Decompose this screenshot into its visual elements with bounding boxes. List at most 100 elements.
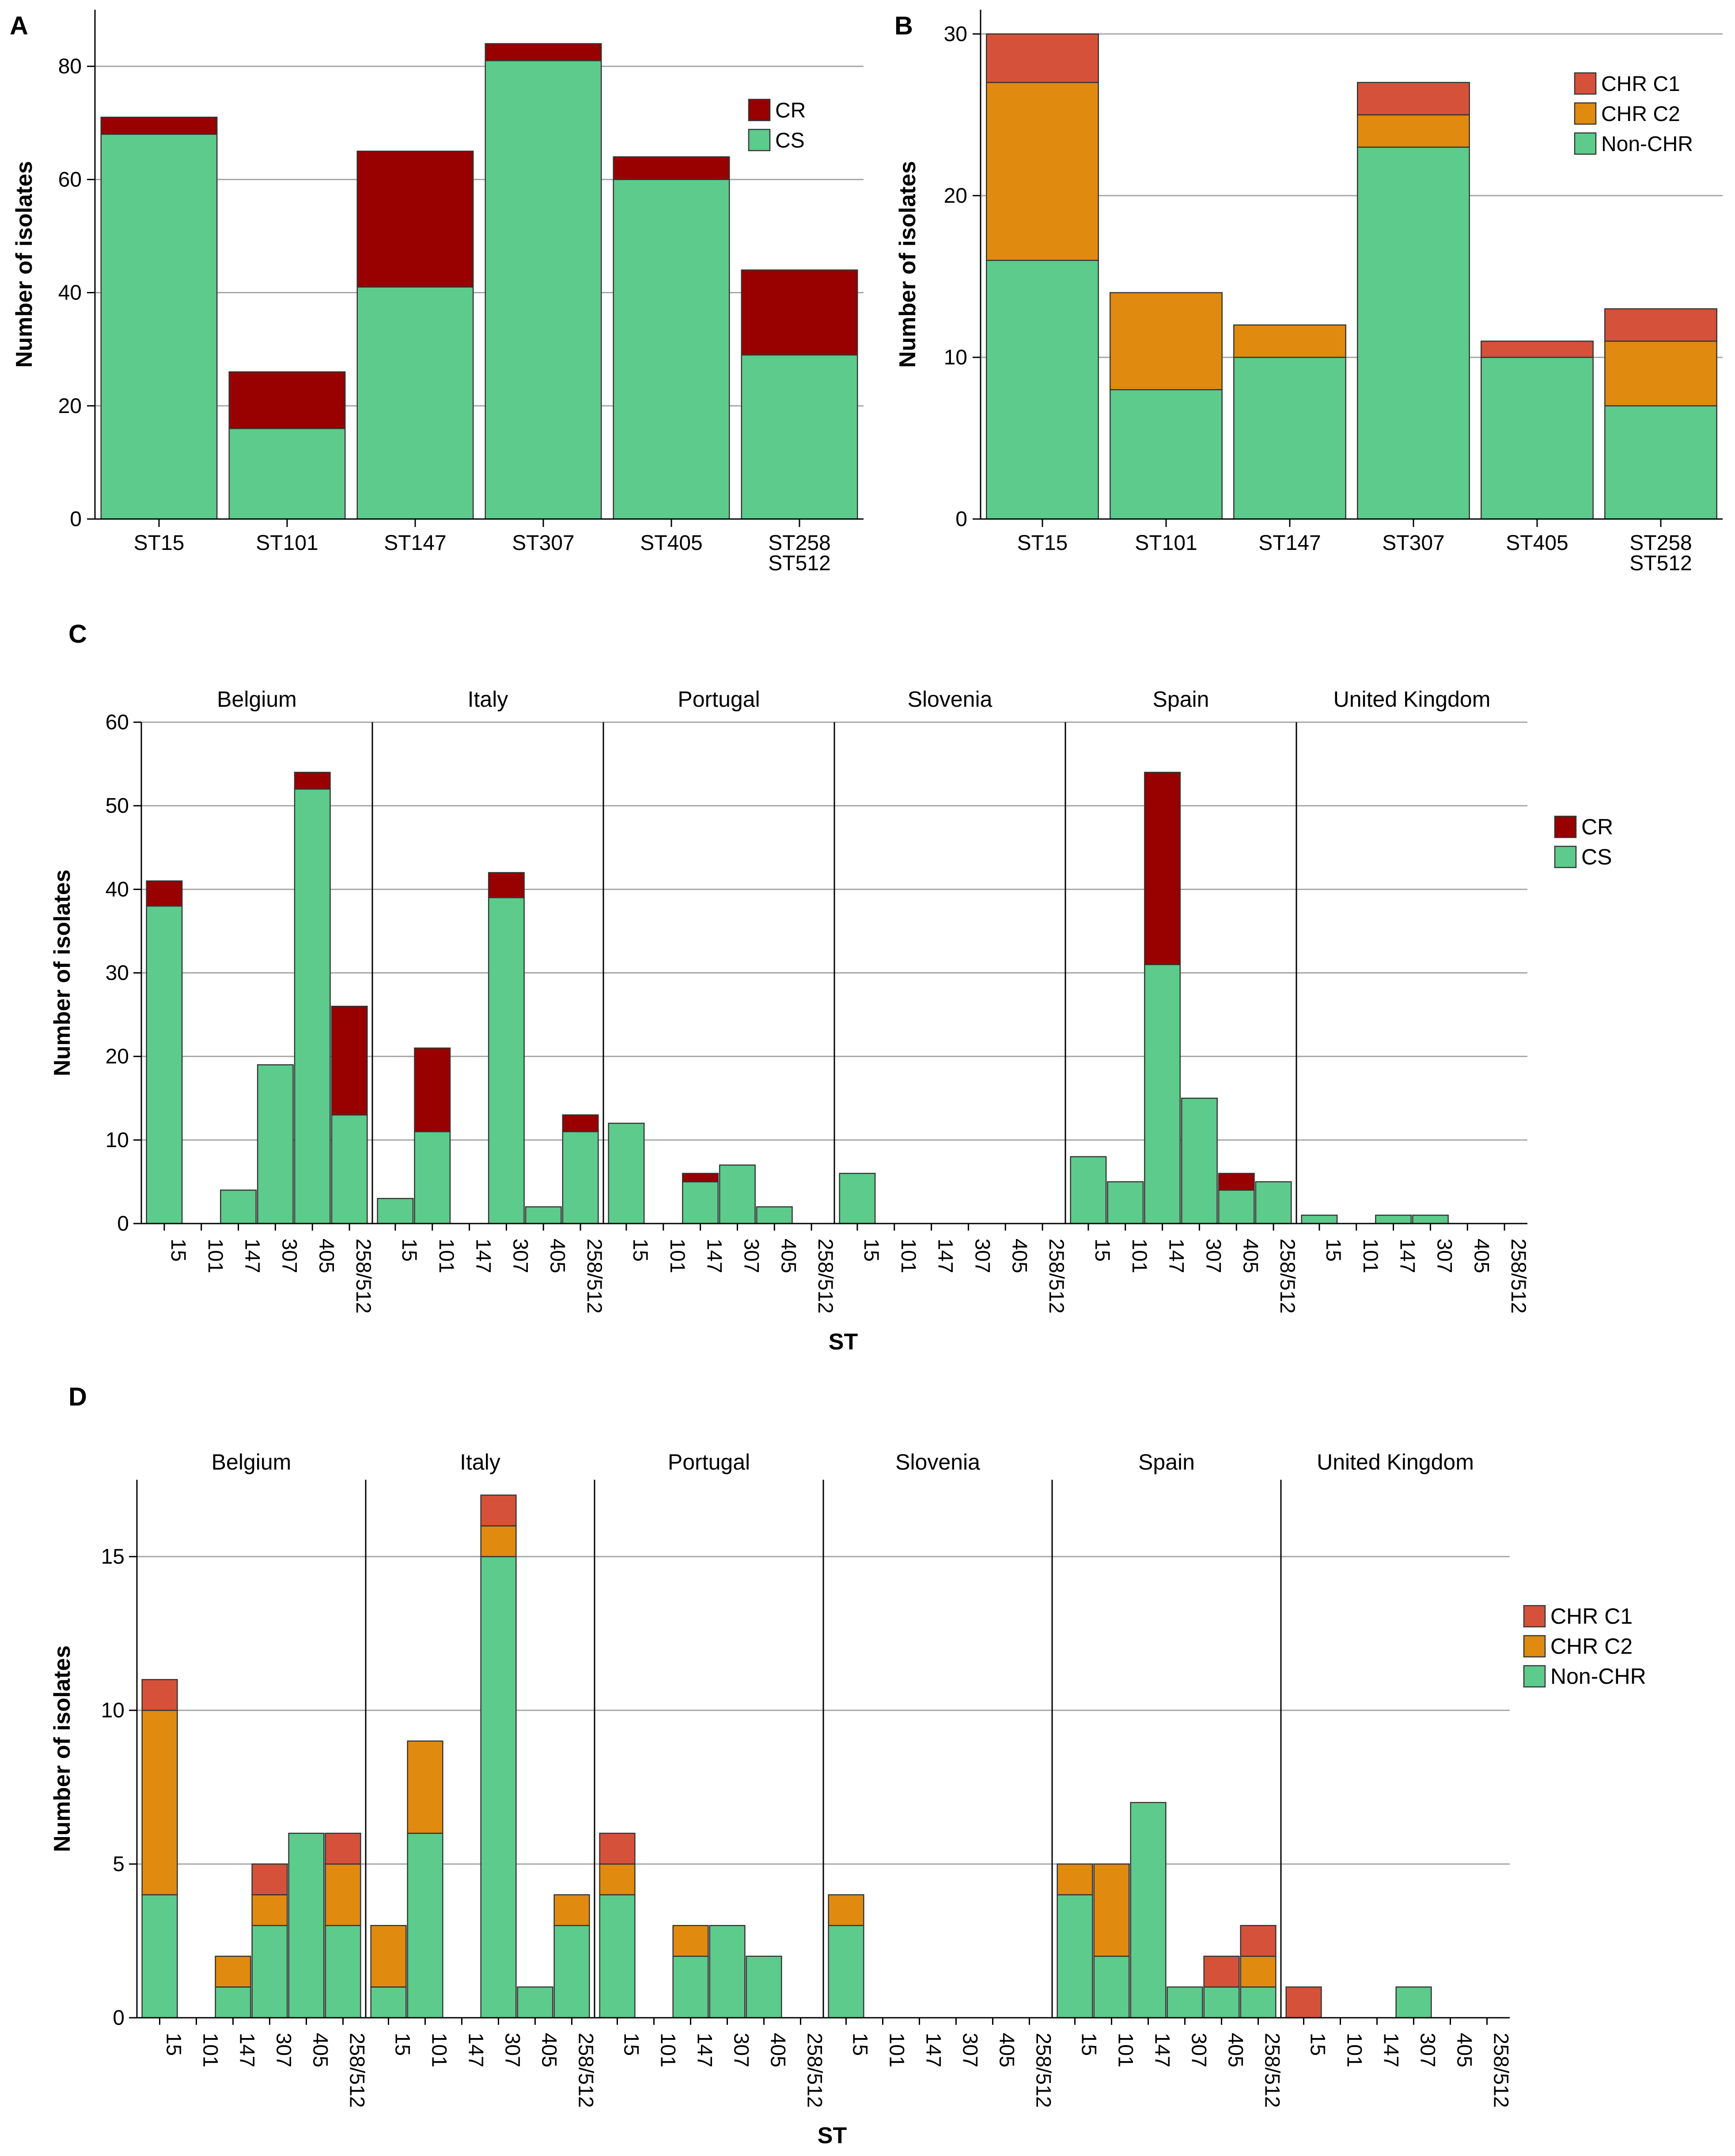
bar-segment xyxy=(1093,1863,1130,1957)
x-tick-label: 405 xyxy=(777,1239,800,1273)
facet-portugal: Portugal 15 101 147 307 405 258/512 xyxy=(594,1450,827,2108)
legend-swatch xyxy=(1574,102,1597,125)
bar-segment xyxy=(407,1740,443,1834)
y-tick-label: 60 xyxy=(58,168,82,191)
x-tick-label: ST101 xyxy=(256,531,318,555)
x-tick-label: 147 xyxy=(472,1239,496,1273)
y-tick-label: 0 xyxy=(117,1212,129,1235)
x-tick-label: 405 xyxy=(309,2033,333,2067)
legend-swatch xyxy=(1554,845,1577,868)
x-tick-label: 147 xyxy=(236,2033,259,2067)
bar-segment xyxy=(370,1986,407,2019)
legend-label: CHR C1 xyxy=(1601,72,1680,96)
bar-segment xyxy=(1285,1986,1322,2019)
x-tick-label: 258/512 xyxy=(1276,1239,1299,1314)
y-tick-label: 80 xyxy=(58,55,82,78)
bar-segment xyxy=(1233,324,1346,358)
y-tick-label: 0 xyxy=(70,508,82,531)
y-axis-label: Number of isolates xyxy=(49,869,75,1076)
legend-swatch xyxy=(1523,1635,1546,1658)
bar-segment xyxy=(1233,356,1346,520)
bar-segment xyxy=(228,371,346,429)
bar-segment xyxy=(839,1173,876,1224)
facet-italy: Italy 15 101 147 307 405 258/512 xyxy=(365,1450,598,2108)
x-tick-label: 307 xyxy=(278,1239,301,1273)
x-tick-label: 307 xyxy=(501,2033,525,2067)
bar-segment xyxy=(1357,82,1470,116)
bar-segment xyxy=(599,1894,636,2019)
legend-swatch xyxy=(748,129,771,152)
bar-segment xyxy=(1357,114,1470,148)
legend-swatch xyxy=(1523,1605,1546,1628)
x-tick-label-line: ST15 xyxy=(134,531,185,555)
y-tick-label: 30 xyxy=(106,962,129,985)
x-tick-label: 258/512 xyxy=(1032,2033,1056,2108)
x-tick-label: 405 xyxy=(1453,2033,1477,2067)
bar-segment xyxy=(1057,1863,1093,1895)
bar-segment xyxy=(1110,389,1223,520)
bar-segment xyxy=(480,1525,517,1557)
x-tick-label: 147 xyxy=(1151,2033,1174,2067)
y-tick-label: 0 xyxy=(955,508,967,531)
x-tick-label: 147 xyxy=(241,1239,265,1273)
x-tick-label: ST101 xyxy=(1135,531,1197,555)
facet-united-kingdom: United Kingdom 15 101 147 307 405 258/512 xyxy=(1296,687,1530,1314)
x-tick-label: 101 xyxy=(897,1239,921,1273)
x-tick-label: 258/512 xyxy=(346,2033,369,2108)
bar-segment xyxy=(228,428,346,520)
legend-label: CS xyxy=(775,129,805,152)
legend-swatch xyxy=(1574,132,1597,155)
x-tick-label: 405 xyxy=(546,1239,569,1273)
bar-segment xyxy=(414,1047,451,1133)
bar-segment xyxy=(251,1863,288,1895)
bar-segment xyxy=(1181,1098,1218,1224)
bar-segment xyxy=(257,1064,294,1224)
facet-title: United Kingdom xyxy=(1317,1450,1474,1474)
bar-segment xyxy=(1301,1214,1338,1224)
y-tick-label: 10 xyxy=(101,1699,125,1722)
facet-title: Portugal xyxy=(668,1450,750,1474)
x-tick-label: 405 xyxy=(996,2033,1019,2067)
legend-label: CR xyxy=(775,99,806,122)
bar-segment xyxy=(719,1164,756,1224)
bar-segment xyxy=(356,151,474,288)
x-tick-label: 15 xyxy=(391,2033,415,2056)
x-tick-label: 405 xyxy=(1224,2033,1248,2067)
facet-spain: Spain 15 101 147 307 405 258/512 xyxy=(1064,687,1299,1314)
y-tick-label: 10 xyxy=(106,1129,129,1152)
bar-segment xyxy=(141,1709,178,1895)
bar-segment xyxy=(407,1833,443,2019)
panel-letter: C xyxy=(68,620,87,648)
x-tick-label: 147 xyxy=(1380,2033,1403,2067)
x-tick-label-line: ST258 xyxy=(1629,531,1692,555)
bar-segment xyxy=(709,1925,746,2019)
bar-segment xyxy=(986,33,1099,83)
facet-portugal: Portugal 15 101 147 307 405 258/512 xyxy=(602,687,837,1314)
facet-title: Belgium xyxy=(212,1450,292,1474)
facet-belgium: Belgium 15 101 147 307 405 258/512 xyxy=(140,687,375,1314)
x-tick-label: 307 xyxy=(959,2033,982,2067)
x-tick-label: 258/512 xyxy=(575,2033,598,2108)
x-tick-label: 147 xyxy=(1165,1239,1189,1273)
x-tick-label-line: ST307 xyxy=(512,531,574,555)
bar-segment xyxy=(562,1114,599,1133)
facet-belgium: Belgium 15 101 147 307 405 258/512 xyxy=(136,1450,369,2108)
x-tick-label: ST15 xyxy=(134,531,185,555)
facet-title: Italy xyxy=(460,1450,500,1474)
facet-title: Belgium xyxy=(217,687,297,712)
x-axis-label: ST xyxy=(829,1329,858,1355)
y-tick-label: 5 xyxy=(113,1853,125,1876)
bar-segment xyxy=(485,60,602,520)
x-tick-label: 15 xyxy=(629,1239,652,1262)
facet-slovenia: Slovenia 15 101 147 307 405 258/512 xyxy=(822,1450,1056,2108)
x-tick-label: 15 xyxy=(620,2033,644,2056)
y-tick-label: 40 xyxy=(58,281,82,305)
facet-title: Slovenia xyxy=(908,687,993,712)
bar-segment xyxy=(488,872,525,898)
x-tick-label: 405 xyxy=(1008,1239,1031,1273)
y-tick-label: 20 xyxy=(58,394,82,418)
y-tick-label: 0 xyxy=(113,2006,125,2030)
facet-title: United Kingdom xyxy=(1333,687,1491,712)
x-tick-label: 15 xyxy=(163,2033,186,2056)
